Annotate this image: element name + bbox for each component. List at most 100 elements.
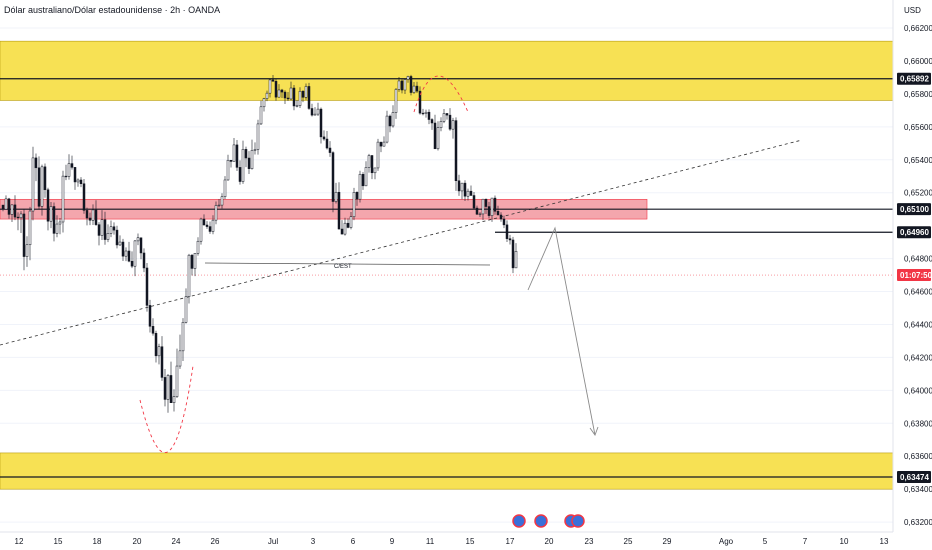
- x-tick-label: 29: [663, 537, 672, 546]
- currency-label: USD: [904, 6, 921, 15]
- candle-up: [61, 175, 65, 223]
- y-tick-label: 0,63200: [904, 518, 932, 527]
- candle-up: [394, 89, 398, 113]
- candle-up: [385, 115, 389, 143]
- y-tick-label: 0,64800: [904, 255, 932, 264]
- level-labels: 0,65892 0,65100 0,64960 0,63474 01:07:50: [897, 72, 932, 483]
- candle-down: [274, 81, 278, 98]
- candle-up: [67, 163, 71, 177]
- candle-down: [337, 191, 341, 230]
- candle-up: [136, 237, 140, 242]
- candle-down: [499, 214, 503, 220]
- y-tick-label: 0,66000: [904, 57, 932, 66]
- x-tick-label: Jul: [268, 537, 278, 546]
- candle-up: [250, 150, 254, 169]
- zone-box: [0, 40, 894, 101]
- zone-box: [0, 452, 894, 490]
- candle-up: [199, 218, 203, 242]
- candle-down: [283, 91, 287, 99]
- candle-up: [157, 346, 161, 357]
- candle-up: [181, 322, 185, 352]
- candle-down: [52, 206, 56, 234]
- x-tick-label: 7: [803, 537, 808, 546]
- candle-down: [163, 377, 167, 400]
- event-flag-icon: [571, 514, 585, 528]
- candle-up: [118, 241, 122, 246]
- candle-up: [49, 206, 53, 222]
- x-tick-label: 20: [133, 537, 142, 546]
- arc-annotations[interactable]: [139, 75, 469, 453]
- level-label-box: [897, 226, 931, 239]
- candle-up: [28, 210, 32, 246]
- candle-down: [1, 204, 5, 210]
- candle-up: [358, 174, 362, 200]
- x-tick-label: 10: [840, 537, 849, 546]
- level-label-box: [897, 72, 931, 85]
- candle-down: [121, 241, 125, 257]
- level-label-box: [897, 269, 931, 282]
- candle-up: [490, 197, 494, 216]
- candle-down: [400, 80, 404, 91]
- candle-up: [451, 120, 455, 130]
- candle-down: [94, 209, 98, 225]
- candle-down: [169, 375, 173, 403]
- candle-down: [148, 305, 152, 327]
- candle-down: [493, 197, 497, 212]
- candle-down: [235, 144, 239, 168]
- level-label: 0,64960: [900, 228, 929, 237]
- candle-down: [271, 79, 275, 82]
- x-tick-label: 5: [763, 537, 768, 546]
- y-tick-label: 0,65400: [904, 156, 932, 165]
- chart-title: Dólar australiano/Dólar estadounidense ·…: [4, 5, 220, 15]
- x-tick-label: 15: [54, 537, 63, 546]
- candle-up: [25, 244, 29, 257]
- candle-down: [472, 195, 476, 209]
- level-label-box: [897, 203, 931, 216]
- candles: [1, 74, 518, 413]
- candle-up: [55, 223, 59, 234]
- candle-down: [433, 122, 437, 150]
- candle-down: [13, 204, 17, 218]
- level-label: 0,65892: [900, 75, 929, 84]
- price-scale[interactable]: [893, 0, 932, 532]
- candle-up: [4, 198, 8, 210]
- candle-up: [178, 350, 182, 367]
- projection[interactable]: [527, 226, 599, 436]
- candle-down: [445, 113, 449, 116]
- candle-down: [202, 218, 206, 226]
- candle-up: [262, 98, 266, 108]
- x-tick-label: Ago: [719, 537, 734, 546]
- candle-down: [421, 112, 425, 115]
- candle-up: [211, 219, 215, 232]
- candle-down: [115, 229, 119, 246]
- y-tick-label: 0,66200: [904, 24, 932, 33]
- candle-up: [403, 79, 407, 91]
- candle-up: [277, 89, 281, 98]
- candle-down: [88, 217, 92, 221]
- candle-down: [415, 85, 419, 92]
- candle-down: [103, 219, 107, 240]
- event-icons[interactable]: [512, 514, 585, 528]
- x-tick-label: 18: [93, 537, 102, 546]
- candle-down: [319, 108, 323, 138]
- candle-down: [484, 198, 488, 207]
- time-scale[interactable]: [0, 532, 932, 550]
- level-label: 0,63474: [900, 473, 929, 482]
- level-label: 01:07:50: [900, 271, 932, 280]
- candle-up: [76, 179, 80, 183]
- level-label: 0,65100: [900, 205, 929, 214]
- x-tick-label: 3: [311, 537, 316, 546]
- candle-up: [124, 250, 128, 257]
- horizontal-levels[interactable]: [0, 78, 893, 478]
- candle-down: [496, 211, 500, 216]
- candle-down: [292, 87, 296, 107]
- candle-up: [232, 144, 236, 162]
- x-tick-label: 12: [15, 537, 24, 546]
- support-line-cest[interactable]: C/EST: [204, 262, 491, 270]
- candle-up: [166, 375, 170, 400]
- candle-up: [295, 105, 299, 107]
- candle-down: [238, 167, 242, 182]
- x-tick-label: 6: [351, 537, 356, 546]
- candle-up: [19, 213, 23, 218]
